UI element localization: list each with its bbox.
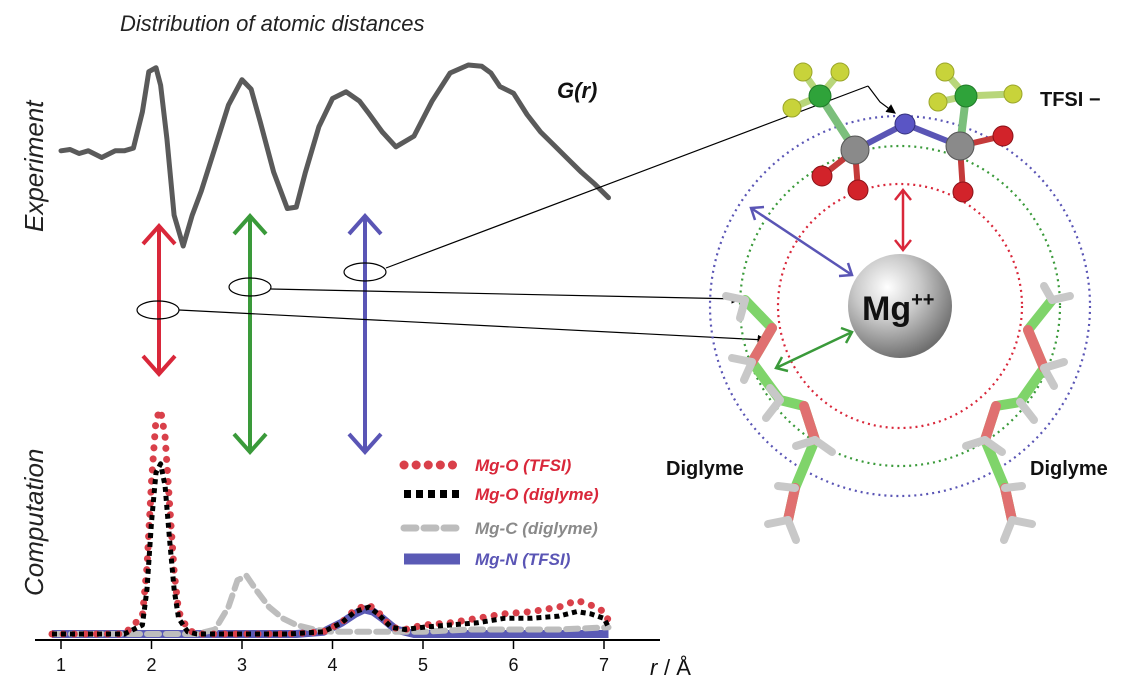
carbon-atom xyxy=(954,84,978,108)
legend-label: Mg-N (TFSI) xyxy=(475,550,571,569)
legend-item: Mg-O (diglyme) xyxy=(404,485,599,504)
x-tick-label: 6 xyxy=(508,655,518,675)
computation-plot xyxy=(48,406,612,638)
oxygen-atom xyxy=(992,125,1014,147)
x-tick-label: 4 xyxy=(327,655,337,675)
oxygen-atom xyxy=(952,181,974,203)
fluorine-atom xyxy=(782,98,802,118)
sulfur-atom xyxy=(840,135,870,165)
nitrogen-atom xyxy=(894,113,916,135)
tfsi-atoms xyxy=(782,62,1023,203)
red-double-arrow xyxy=(141,222,177,378)
x-tick-label: 2 xyxy=(146,655,156,675)
legend-item: Mg-C (diglyme) xyxy=(400,519,598,538)
mg-symbol: Mg xyxy=(862,290,911,328)
x-axis-label-unit: / Å xyxy=(664,655,691,680)
connector-ellipse-green xyxy=(228,277,272,297)
series-mg-c-diglyme xyxy=(49,572,612,637)
legend-item: Mg-O (TFSI) xyxy=(399,456,572,475)
diglyme-right xyxy=(962,282,1074,544)
connector-ellipse-blue xyxy=(343,262,387,282)
tfsi-label: TFSI − xyxy=(1040,89,1101,111)
oxygen-atom xyxy=(811,165,833,187)
series-mg-o-tfsi xyxy=(48,406,612,638)
green-shell-circle xyxy=(738,144,1062,468)
connector-line-green xyxy=(270,288,742,304)
gr-label: G(r) xyxy=(557,78,597,103)
x-tick-label: 5 xyxy=(418,655,428,675)
red-shell-circle xyxy=(776,182,1024,430)
experiment-label: Experiment xyxy=(19,99,49,232)
series-mg-o-diglyme xyxy=(52,461,611,637)
cluster-green-arrow xyxy=(774,326,854,373)
connector-line-red xyxy=(178,309,768,345)
diglyme-left xyxy=(722,292,836,544)
oxygen-atom xyxy=(847,179,869,201)
diglyme-left-label: Diglyme xyxy=(666,458,744,480)
fluorine-atom xyxy=(928,92,948,112)
x-tick-label: 1 xyxy=(56,655,66,675)
connector-line-blue-tail xyxy=(867,85,896,114)
legend-item: Mg-N (TFSI) xyxy=(404,550,571,569)
carbon-atom xyxy=(808,84,832,108)
fluorine-atom xyxy=(793,62,813,82)
fluorine-atom xyxy=(1003,84,1023,104)
computation-label: Computation xyxy=(19,449,49,596)
legend-label: Mg-O (TFSI) xyxy=(475,456,572,475)
cluster-red-arrow xyxy=(894,187,912,253)
green-double-arrow xyxy=(232,212,268,456)
cluster-blue-arrow xyxy=(749,205,854,278)
distance-arrows xyxy=(141,212,383,456)
figure-title: Distribution of atomic distances xyxy=(120,11,424,36)
mg-ion-sphere xyxy=(848,254,952,358)
experiment-plot xyxy=(58,62,611,249)
x-tick-label: 3 xyxy=(237,655,247,675)
legend: Mg-O (TFSI) Mg-O (diglyme) Mg-C (diglyme) M… xyxy=(399,456,599,569)
experiment-gr-line xyxy=(58,62,611,249)
legend-label: Mg-C (diglyme) xyxy=(475,519,598,538)
x-axis-label-r: r xyxy=(650,655,659,680)
sulfur-atom xyxy=(945,131,975,161)
fluorine-atom xyxy=(830,62,850,82)
molecular-cluster: TFSI − xyxy=(666,62,1108,544)
x-tick-label: 7 xyxy=(599,655,609,675)
fluorine-atom xyxy=(935,62,955,82)
blue-double-arrow xyxy=(347,212,383,456)
diglyme-right-label: Diglyme xyxy=(1030,458,1108,480)
x-ticks: 1 2 3 4 5 6 7 xyxy=(56,640,609,675)
mg-charge: ++ xyxy=(911,289,934,311)
legend-label: Mg-O (diglyme) xyxy=(475,485,599,504)
mg-label: Mg++ xyxy=(862,289,934,328)
